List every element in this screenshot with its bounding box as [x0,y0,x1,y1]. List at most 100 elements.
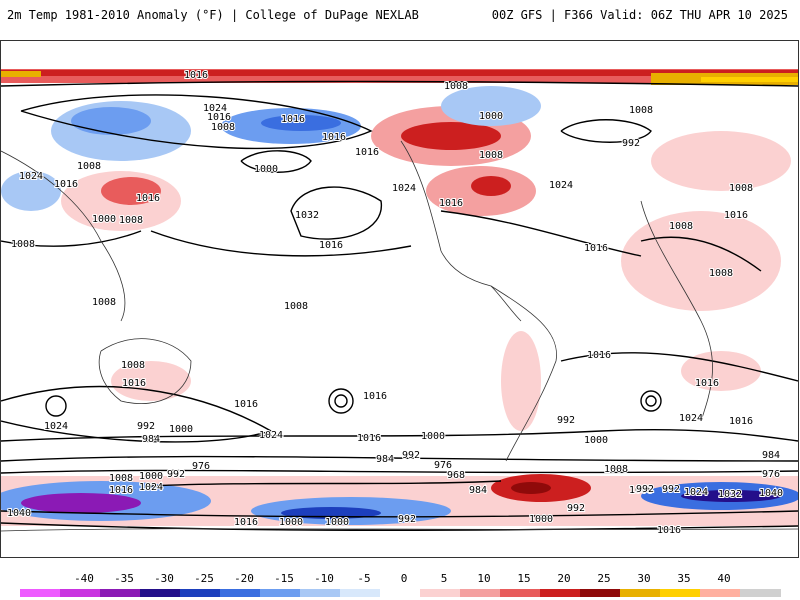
colorbar-segment [380,589,421,597]
coastlines [1,140,798,532]
isobar-1024-south [1,385,273,443]
colorbar-segment [20,589,61,597]
antarctic-cold-east-core [681,490,781,502]
isobar-1032-high [290,186,382,240]
contour-label: 1032 [718,489,742,500]
contour-label: 1008 [669,221,693,232]
contour-label: 1016 [319,240,343,251]
colorbar-tick-label: 25 [597,572,611,585]
contour-label: 976 [192,461,210,472]
contour-label: 1024 [392,183,416,194]
contour-label: 1016 [657,525,681,536]
contour-label: 1000 [139,471,163,482]
contour-label: 1008 [121,360,145,371]
colorbar-segment [260,589,301,597]
colorbar-segment [660,589,701,597]
colorbar-segment [540,589,581,597]
header: 2m Temp 1981-2010 Anomaly (°F) | College… [0,0,800,36]
isobar-1008-africa [640,236,762,272]
colorbar-tick-label: 10 [477,572,491,585]
contour-label: 992 [402,450,420,461]
contour-label: 1008 [284,301,308,312]
colorbar-tick-label: 40 [717,572,731,585]
isobar-ring-atlantic-inner [645,395,657,407]
contour-label: 1040 [759,488,783,499]
colorbar-tick-label: 15 [517,572,531,585]
contour-label: 992 [167,469,185,480]
contour-label: 1016 [234,399,258,410]
isobar-1000-south [1,455,798,462]
contour-label: 1016 [109,485,133,496]
contour-label: 1016 [207,112,231,123]
contour-label: 1000 [169,424,193,435]
contour-label: 1024 [44,421,68,432]
coastline-asia [1,150,126,322]
contour-label: 1016 [729,416,753,427]
contour-label: 1040 [7,508,31,519]
contour-label: 992 [636,484,654,495]
colorbar-segment [620,589,661,597]
warm-patch-europe [651,131,791,191]
colorbar-tick-label: 5 [440,572,448,585]
colorbar [20,589,781,597]
contour-label: 1008 [77,161,101,172]
isobar-1008-asia [1,230,142,247]
colorbar-tick-label: -15 [274,572,294,585]
contour-label: 1000 [529,514,553,525]
colorbar-tick-label: 20 [557,572,571,585]
contour-label: 1016 [122,378,146,389]
isobar-ring-pacific [328,388,354,414]
colorbar-segment [140,589,181,597]
isobar-ring-pacific-inner [334,394,348,408]
colorbar-segment [60,589,101,597]
contour-label: 1032 [295,210,319,221]
contour-label: 1008 [629,485,653,496]
isobars [1,80,798,531]
contour-label: 992 [137,421,155,432]
colorbar-segment [340,589,381,597]
model-run-info: 00Z GFS | F366 Valid: 06Z THU APR 10 202… [491,8,788,22]
contour-label: 1016 [136,193,160,204]
arctic-hot-core-right-inner [701,77,798,82]
cold-patch-alaska-core [261,115,341,131]
isobar-1008-antarctic [1,510,798,518]
isobar-1024-north-pacific [20,94,373,150]
contour-label: 992 [662,484,680,495]
contour-label: 1008 [444,81,468,92]
isobar-1016-pacific [150,230,412,257]
colorbar-segment [500,589,541,597]
contour-label: 1016 [357,433,381,444]
colorbar-segment [460,589,501,597]
isobar-1000-low [240,150,312,173]
contour-label: 992 [557,415,575,426]
warm-patch-australia [111,361,191,401]
contour-label: 1000 [254,164,278,175]
colorbar-tick-label: -40 [74,572,94,585]
contour-label: 1016 [724,210,748,221]
contour-label: 1000 [279,517,303,528]
arctic-hot-core-left [1,71,41,77]
colorbar-segment [100,589,141,597]
colorbar-tick-label: -35 [114,572,134,585]
anomaly-map: 1016102410161008101610161016100810009921… [1,69,798,537]
map-panel[interactable]: 1016 1024 1016 1008 1016 1016 1016 1008 1000 992 1… [0,40,799,558]
colorbar-tick-label: -20 [234,572,254,585]
arctic-warm-band-core [1,70,798,76]
contour-label: 1024 [19,171,43,182]
isobar-1016-south-atlantic [560,352,798,382]
contour-label: 984 [469,485,487,496]
contour-label: 1016 [234,517,258,528]
contour-label: 1016 [439,198,463,209]
contour-label: 1008 [92,297,116,308]
contour-label: 1024 [259,430,283,441]
map-title: 2m Temp 1981-2010 Anomaly (°F) | College… [7,8,419,22]
contour-label: 1016 [584,243,608,254]
colorbar-segment [700,589,741,597]
contour-label: 968 [447,470,465,481]
colorbar-tick-label: -30 [154,572,174,585]
contour-label: 1008 [211,122,235,133]
coastline-south-america [490,285,557,462]
antarctic-warm-core-inner [511,482,551,494]
contour-label: 1000 [421,431,445,442]
colorbar-tick-label: 0 [400,572,408,585]
